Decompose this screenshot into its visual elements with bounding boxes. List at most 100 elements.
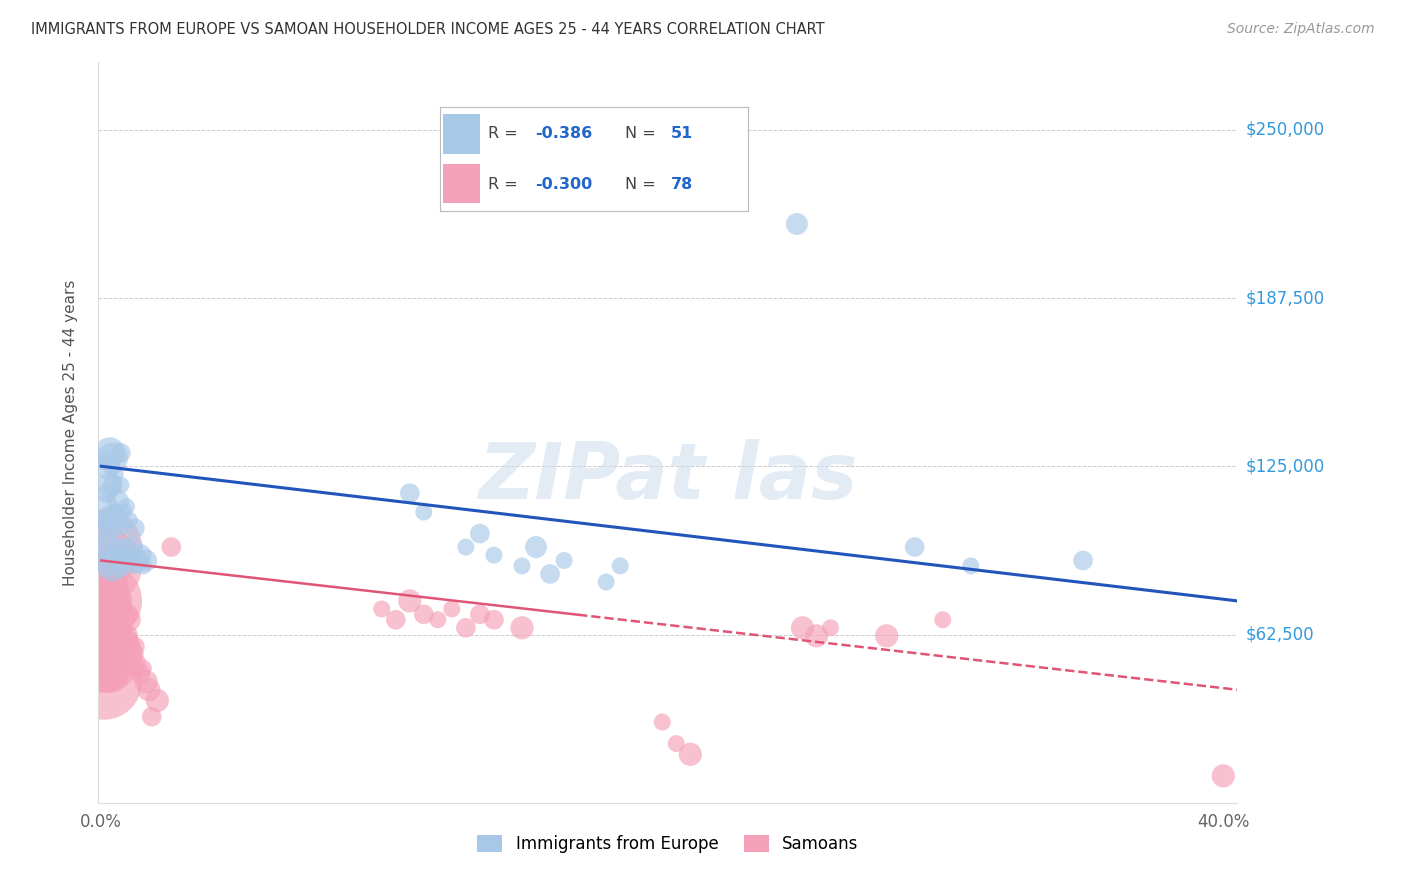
Point [93,661,115,675]
Point [482,548,505,562]
Point [96,558,118,573]
Point [104,621,127,635]
Point [110,594,132,608]
Point [101,575,124,590]
Point [104,581,127,595]
Point [792,621,814,635]
Point [553,553,575,567]
Point [104,467,127,482]
Point [115,629,138,643]
Point [112,621,135,635]
Point [101,478,124,492]
Point [651,714,673,729]
Point [101,451,124,466]
Point [468,526,491,541]
Point [440,602,463,616]
Point [112,602,135,616]
Point [904,540,927,554]
Point [665,737,688,751]
Point [98,629,121,643]
Point [141,709,163,723]
Point [101,558,124,573]
Text: Source: ZipAtlas.com: Source: ZipAtlas.com [1227,22,1375,37]
Point [98,666,121,681]
Point [110,613,132,627]
Point [115,500,138,514]
Point [538,566,561,581]
Point [98,586,121,600]
Point [112,553,135,567]
Point [609,558,631,573]
Point [127,656,149,670]
Point [96,540,118,554]
Point [806,629,828,643]
Point [101,513,124,527]
Point [124,640,146,654]
Point [482,613,505,627]
Text: $187,500: $187,500 [1246,289,1324,307]
Point [412,607,434,622]
Point [426,613,449,627]
Point [932,613,955,627]
Point [93,526,115,541]
Point [118,613,141,627]
Point [468,607,491,622]
Point [98,566,121,581]
Text: $62,500: $62,500 [1246,625,1315,643]
Point [98,478,121,492]
Point [876,629,898,643]
Point [510,558,533,573]
Point [93,505,115,519]
Point [110,634,132,648]
Point [115,607,138,622]
Point [96,602,118,616]
Point [129,666,152,681]
Text: IMMIGRANTS FROM EUROPE VS SAMOAN HOUSEHOLDER INCOME AGES 25 - 44 YEARS CORRELATI: IMMIGRANTS FROM EUROPE VS SAMOAN HOUSEHO… [31,22,824,37]
Point [398,594,420,608]
Point [121,540,143,554]
Point [412,505,434,519]
Point [110,558,132,573]
Point [135,553,157,567]
Point [384,613,406,627]
Point [110,521,132,535]
Point [786,217,808,231]
Point [595,575,617,590]
Point [115,540,138,554]
Point [96,581,118,595]
Point [98,648,121,662]
Point [160,540,183,554]
Y-axis label: Householder Income Ages 25 - 44 years: Householder Income Ages 25 - 44 years [63,279,77,586]
Point [110,478,132,492]
Point [93,581,115,595]
Point [118,513,141,527]
Point [129,548,152,562]
Point [93,594,115,608]
Point [107,607,129,622]
Point [820,621,842,635]
Point [510,621,533,635]
Point [1071,553,1094,567]
Point [101,653,124,667]
Legend: Immigrants from Europe, Samoans: Immigrants from Europe, Samoans [470,826,866,861]
Point [104,505,127,519]
Point [454,540,477,554]
Point [107,586,129,600]
Text: ZIPat las: ZIPat las [478,439,858,515]
Point [98,553,121,567]
Point [104,602,127,616]
Point [96,459,118,474]
Point [146,693,169,707]
Text: $250,000: $250,000 [1246,120,1324,139]
Point [93,634,115,648]
Point [398,486,420,500]
Point [959,558,981,573]
Point [124,661,146,675]
Point [118,634,141,648]
Point [93,607,115,622]
Point [98,513,121,527]
Point [121,648,143,662]
Point [101,613,124,627]
Point [104,640,127,654]
Point [93,540,115,554]
